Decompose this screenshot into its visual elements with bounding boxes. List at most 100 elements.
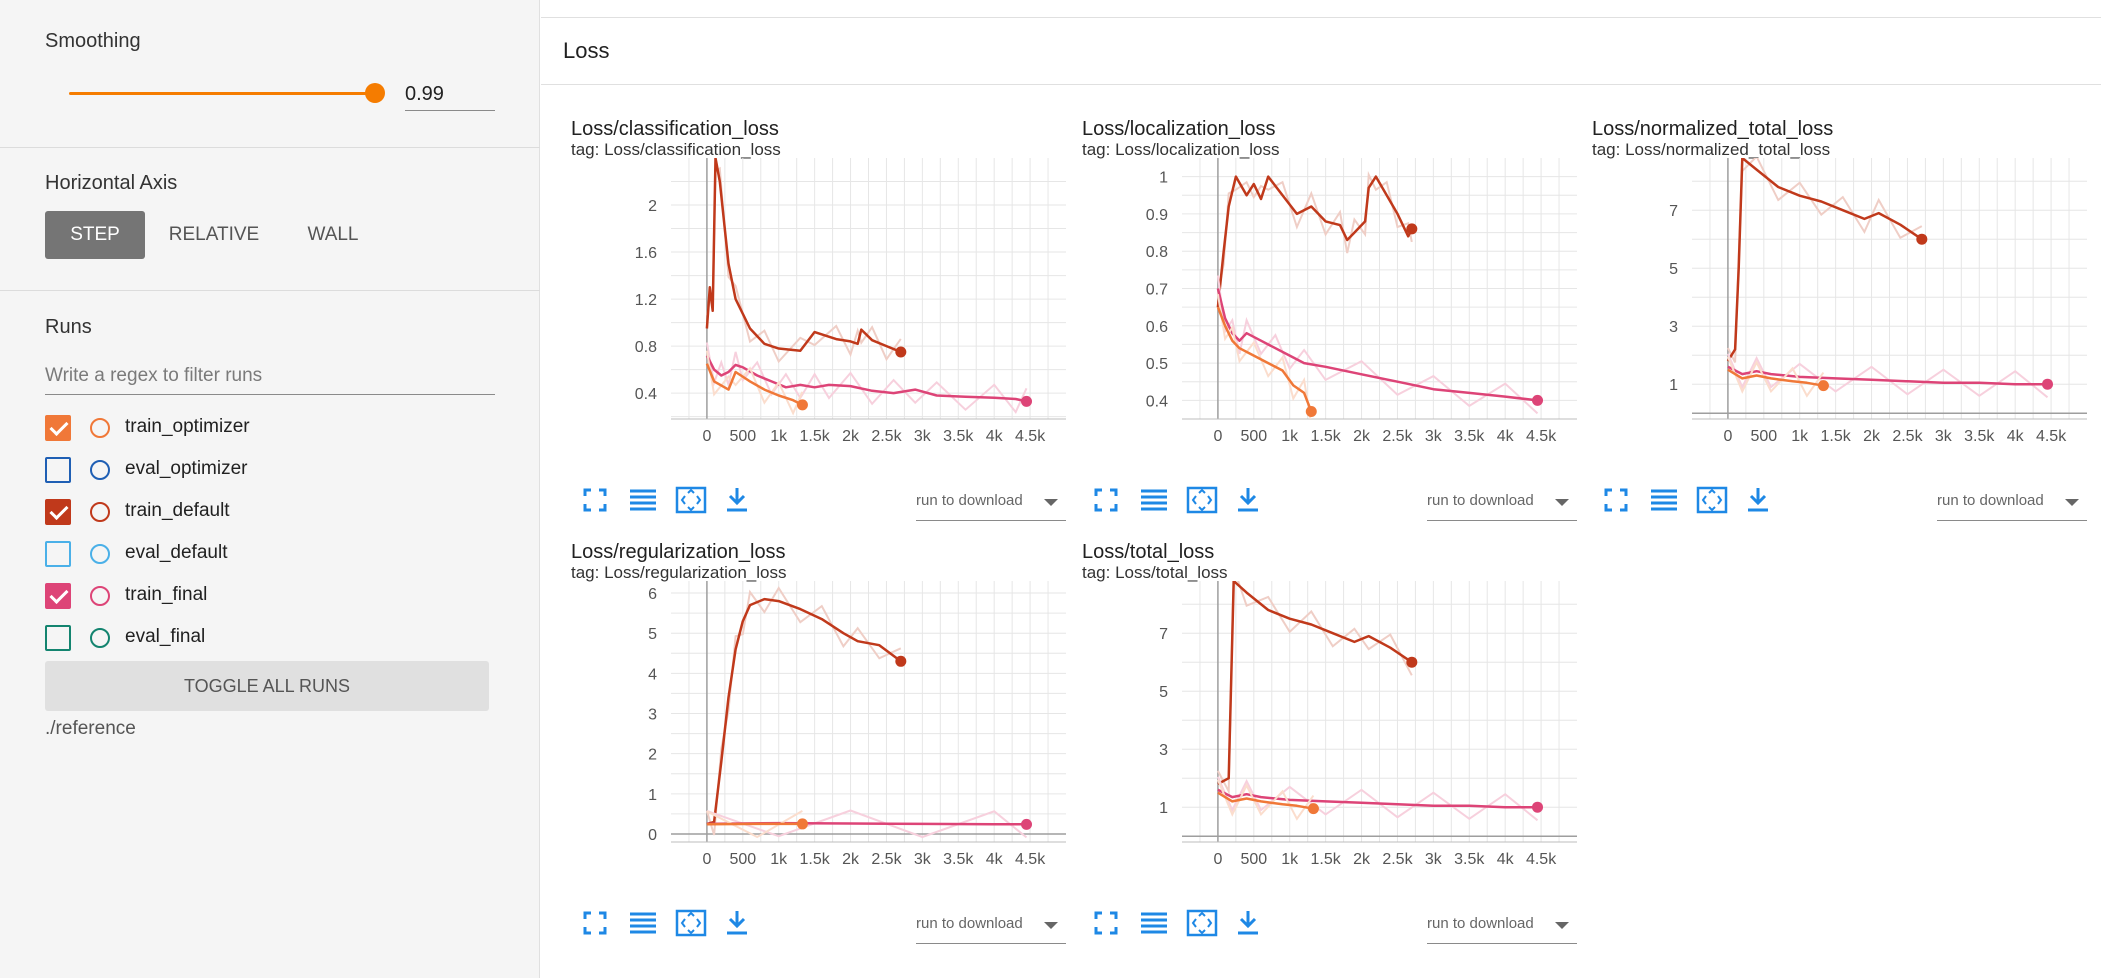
series-endpoint [1916,233,1928,245]
run-color-ring-icon[interactable] [90,544,110,564]
x-tick-label: 4k [1497,851,1515,868]
fullscreen-icon[interactable] [1090,907,1122,939]
reference-link[interactable]: ./reference [45,718,136,739]
chart-plot[interactable]: 0 500 1k 1.5k 2k 2.5k 3k 3.5k 4k 4.5k 1 3 5 7 [1082,579,1582,899]
y-tick-label: 0.7 [1146,282,1168,299]
axis-step-button[interactable]: STEP [45,211,145,259]
fit-domain-icon[interactable] [1696,484,1728,516]
log-scale-icon[interactable] [1138,484,1170,516]
x-tick-label: 0 [1213,428,1222,445]
x-tick-label: 3k [1425,851,1443,868]
fullscreen-icon[interactable] [579,907,611,939]
run-to-download-label: run to download [1427,492,1534,509]
series-endpoint [1406,656,1418,668]
y-tick-label: 7 [1669,203,1678,220]
chart-plot[interactable]: 0 500 1k 1.5k 2k 2.5k 3k 3.5k 4k 4.5k 0.4 0.5 0.6 0.7… [1082,156,1582,476]
download-icon[interactable] [1742,484,1774,516]
x-tick-label: 3k [1935,428,1953,445]
run-checkbox[interactable] [45,499,71,525]
chevron-down-icon [1044,922,1058,929]
chart-tag: tag: Loss/total_loss [1082,563,1228,582]
x-tick-label: 4k [2007,428,2025,445]
runs-filter-input[interactable] [45,358,495,395]
run-to-download-select[interactable]: run to download [1937,490,2087,521]
log-scale-icon[interactable] [1648,484,1680,516]
chart-plot[interactable]: 0 500 1k 1.5k 2k 2.5k 3k 3.5k 4k 4.5k 0.4 0.8 1.2 1.6… [571,156,1071,476]
chart-title: Loss/normalized_total_loss [1592,118,1834,140]
log-scale-icon[interactable] [627,484,659,516]
fit-domain-icon[interactable] [1186,484,1218,516]
download-icon[interactable] [721,484,753,516]
run-color-ring-icon[interactable] [90,418,110,438]
chart-plot[interactable]: 0 500 1k 1.5k 2k 2.5k 3k 3.5k 4k 4.5k 1 3 5 7 [1592,156,2092,476]
run-to-download-select[interactable]: run to download [916,913,1066,944]
x-tick-label: 4k [986,851,1004,868]
smoothing-slider-track[interactable] [69,92,378,95]
chart-card-regularization-loss: Loss/regularization_loss tag: Loss/regul… [571,541,1071,961]
download-icon[interactable] [721,907,753,939]
run-color-ring-icon[interactable] [90,460,110,480]
run-checkbox[interactable] [45,457,71,483]
sidebar: Smoothing Horizontal Axis STEP RELATIVE … [0,0,540,978]
series-line-train-final [1727,365,2048,386]
series-endpoint [1021,395,1032,407]
run-to-download-select[interactable]: run to download [916,490,1066,521]
run-color-ring-icon[interactable] [90,502,110,522]
group-header[interactable]: Loss [541,18,2101,85]
chart-toolbar: run to download [1592,484,2092,524]
x-tick-label: 2.5k [871,428,902,445]
x-tick-label: 2k [1863,428,1881,445]
run-checkbox[interactable] [45,415,71,441]
chart-tag: tag: Loss/normalized_total_loss [1592,140,1831,159]
chevron-down-icon [2065,499,2079,506]
fit-domain-icon[interactable] [675,907,707,939]
raw-series-line [1726,356,1825,398]
series-endpoint [1021,818,1032,830]
fullscreen-icon[interactable] [1090,484,1122,516]
x-tick-label: 2.5k [1382,428,1413,445]
sidebar-divider [0,147,540,148]
y-tick-label: 1 [648,787,657,804]
x-tick-label: 500 [1240,428,1267,445]
axis-relative-button[interactable]: RELATIVE [168,224,260,245]
fullscreen-icon[interactable] [579,484,611,516]
run-label: eval_optimizer [125,458,248,479]
series-line-train-default [1216,175,1413,308]
series-endpoint [1817,380,1829,392]
raw-series-line [705,342,1028,415]
log-scale-icon[interactable] [1138,907,1170,939]
x-tick-label: 0 [1723,428,1732,445]
run-to-download-select[interactable]: run to download [1427,913,1577,944]
log-scale-icon[interactable] [627,907,659,939]
download-icon[interactable] [1232,907,1264,939]
run-color-ring-icon[interactable] [90,628,110,648]
run-to-download-select[interactable]: run to download [1427,490,1577,521]
run-checkbox[interactable] [45,625,71,651]
fit-domain-icon[interactable] [675,484,707,516]
chart-card-normalized-total-loss: Loss/normalized_total_loss tag: Loss/nor… [1592,118,2092,538]
run-checkbox[interactable] [45,541,71,567]
y-tick-label: 5 [1159,684,1168,701]
top-divider [541,17,2101,18]
x-tick-label: 4.5k [1526,428,1557,445]
toggle-all-runs-button[interactable]: TOGGLE ALL RUNS [45,661,489,711]
chart-toolbar: run to download [571,484,1071,524]
run-color-ring-icon[interactable] [90,586,110,606]
smoothing-slider-thumb[interactable] [364,83,385,103]
series-line-train-default [705,158,902,354]
series-endpoint [1532,801,1543,813]
x-tick-label: 1.5k [800,428,831,445]
chart-plot[interactable]: 0 500 1k 1.5k 2k 2.5k 3k 3.5k 4k 4.5k 0 1 2 3 4 5 6 [571,579,1071,899]
axis-wall-button[interactable]: WALL [307,224,359,245]
smoothing-value-input[interactable] [405,78,495,111]
y-tick-label: 5 [1669,261,1678,278]
x-tick-label: 1k [1281,851,1299,868]
x-tick-label: 2k [1353,851,1371,868]
fit-domain-icon[interactable] [1186,907,1218,939]
y-tick-label: 3 [1159,742,1168,759]
x-tick-label: 4.5k [1015,428,1046,445]
download-icon[interactable] [1232,484,1264,516]
series-endpoint [796,399,808,411]
fullscreen-icon[interactable] [1600,484,1632,516]
run-checkbox[interactable] [45,583,71,609]
